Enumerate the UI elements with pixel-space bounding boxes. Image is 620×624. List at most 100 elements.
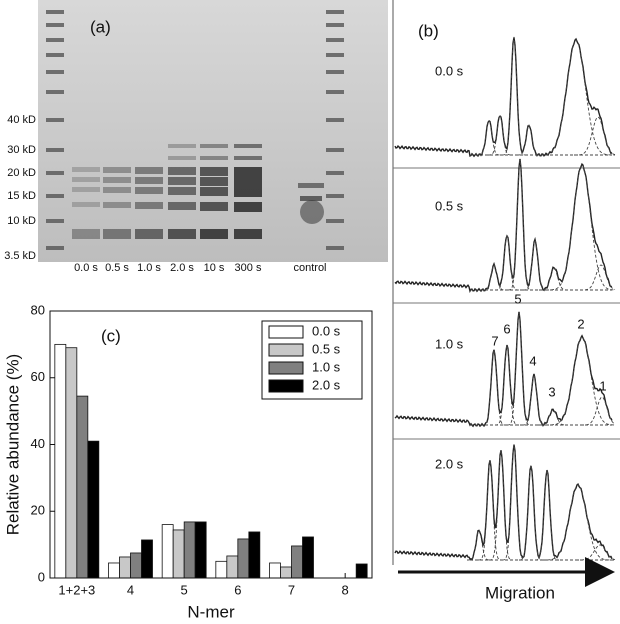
legend-label: 1.0 s — [312, 359, 341, 374]
bar — [355, 563, 368, 579]
bar — [172, 529, 185, 579]
gel-band — [300, 200, 324, 224]
gel-bands — [46, 10, 344, 250]
panel-time: 1.0 s — [435, 336, 464, 351]
fit-peak — [581, 396, 616, 426]
ladder-band — [46, 10, 64, 14]
peak-label: 2 — [577, 316, 584, 331]
lane-label: 1.0 s — [137, 262, 161, 274]
legend-label: 0.5 s — [312, 341, 341, 356]
marker-label: 15 kD — [7, 190, 36, 202]
trace — [394, 444, 613, 561]
fit-peak — [517, 124, 541, 156]
ladder-band — [46, 219, 64, 223]
ladder-band — [326, 171, 344, 175]
gel-band — [72, 167, 100, 172]
peak-label: 1 — [599, 378, 606, 393]
fit-peak — [495, 344, 519, 426]
gel-band — [168, 177, 196, 185]
lane-label: 0.5 s — [105, 262, 129, 274]
ladder-band — [46, 23, 64, 27]
ladder-band — [46, 70, 64, 74]
marker-label: 30 kD — [7, 144, 36, 156]
fit-peak — [477, 118, 501, 156]
gel-band — [72, 229, 100, 239]
ladder-band — [326, 219, 344, 223]
gel-band — [103, 167, 131, 173]
gel-band — [200, 177, 228, 186]
legend-swatch — [268, 361, 304, 375]
x-tick-label: 4 — [127, 582, 134, 597]
legend-swatch — [268, 325, 304, 339]
marker-label: 40 kD — [7, 114, 36, 126]
gel-band — [168, 229, 196, 239]
trace — [394, 158, 613, 294]
gel-band — [103, 229, 131, 239]
ladder-band — [46, 171, 64, 175]
axis-label: Migration — [485, 583, 555, 602]
ladder-band — [46, 90, 64, 94]
ladder-band — [326, 90, 344, 94]
gel-band — [135, 167, 163, 174]
fit-peak — [501, 36, 527, 156]
trace — [394, 37, 613, 158]
ladder-band — [326, 10, 344, 14]
fit-peak — [501, 444, 527, 561]
bar — [108, 562, 120, 579]
gel-band — [200, 187, 228, 196]
legend-swatch — [268, 343, 304, 357]
peak-label: 3 — [548, 384, 555, 399]
legend-swatch — [268, 379, 304, 393]
peak-label: 6 — [503, 321, 510, 336]
ladder-band — [326, 23, 344, 27]
plot-frame — [49, 310, 373, 579]
lane-label: control — [293, 262, 326, 274]
gel-band — [168, 202, 196, 210]
fit-peak — [488, 449, 514, 561]
gel-band — [234, 156, 262, 160]
fit-peak — [477, 459, 503, 561]
y-tick-label: 40 — [31, 436, 45, 451]
x-tick-label: 5 — [181, 582, 188, 597]
gel-band — [200, 144, 228, 148]
fit-peak — [539, 267, 569, 291]
fit-peak — [546, 164, 615, 291]
bar — [119, 556, 131, 579]
panel-label: (b) — [418, 21, 439, 40]
traces: 0.0 s 0.5 s 1.0 s 2.0 s 765 4 3 2 1 — [394, 36, 616, 561]
gel-band — [234, 229, 262, 239]
marker-label: 20 kD — [7, 167, 36, 179]
gel-band — [168, 167, 196, 175]
bar — [54, 343, 67, 579]
ladder-band — [46, 53, 64, 57]
panel-label: (c) — [101, 326, 121, 345]
bar — [76, 395, 89, 579]
legend-label: 2.0 s — [312, 377, 341, 392]
gel-band — [234, 187, 262, 197]
gel-band — [135, 187, 163, 194]
bar — [215, 560, 228, 579]
lane-label: 2.0 s — [170, 262, 194, 274]
bar — [141, 539, 153, 579]
gel-band — [200, 156, 228, 160]
y-tick-label: 80 — [31, 302, 45, 317]
fit-peak — [488, 113, 512, 156]
fit-peak — [546, 336, 616, 426]
panel-time: 0.5 s — [435, 198, 464, 213]
gel-band — [135, 229, 163, 239]
bar — [237, 538, 250, 579]
bar — [291, 545, 303, 579]
bar — [183, 521, 196, 579]
y-tick-label: 20 — [31, 503, 45, 518]
gel-band — [72, 187, 100, 192]
gel-band — [234, 202, 262, 212]
ladder-band — [46, 194, 64, 198]
x-tick-label: 6 — [234, 582, 241, 597]
x-tick-label: 7 — [288, 582, 295, 597]
ladder-band — [46, 148, 64, 152]
bar — [161, 524, 174, 579]
lane-label: 10 s — [204, 262, 225, 274]
fit-peak — [537, 39, 615, 156]
marker-label: 3.5 kD — [4, 250, 36, 262]
